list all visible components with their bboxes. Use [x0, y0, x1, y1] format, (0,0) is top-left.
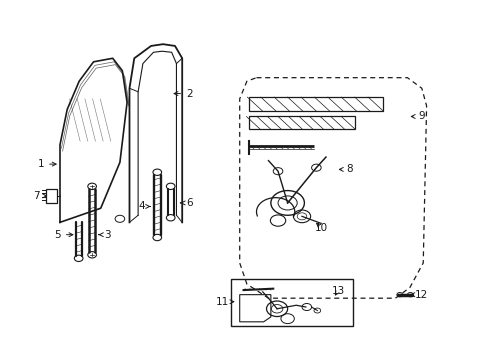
Text: 6: 6 — [180, 198, 192, 208]
Text: 12: 12 — [410, 290, 427, 300]
Text: 10: 10 — [314, 222, 327, 233]
Circle shape — [396, 293, 402, 297]
Text: 11: 11 — [216, 297, 233, 307]
Text: 4: 4 — [138, 202, 150, 211]
Text: 2: 2 — [174, 89, 192, 99]
Text: 3: 3 — [99, 230, 111, 240]
Text: 13: 13 — [331, 286, 344, 296]
Text: 9: 9 — [410, 112, 424, 121]
Text: 1: 1 — [38, 159, 56, 169]
Circle shape — [407, 293, 412, 297]
Text: 8: 8 — [339, 165, 352, 174]
Text: 5: 5 — [54, 230, 73, 240]
Text: 7: 7 — [33, 191, 46, 201]
